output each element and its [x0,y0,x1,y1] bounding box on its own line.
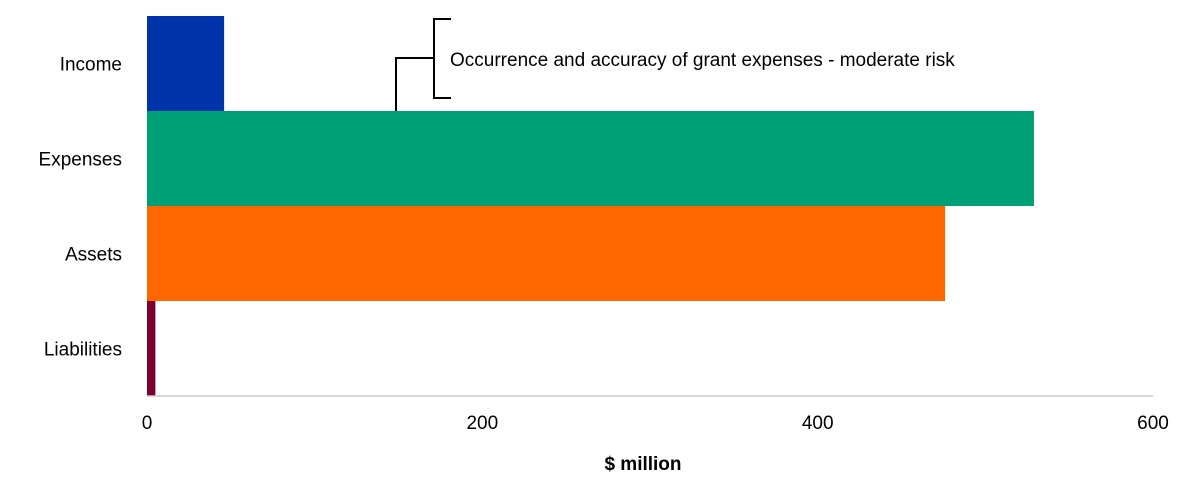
x-tick-label-400: 400 [802,413,834,434]
x-axis-label: $ million [604,454,681,475]
x-tick-label-0: 0 [142,413,153,434]
x-tick-labels: 0 200 400 600 [142,413,1169,434]
category-label-assets: Assets [65,245,122,266]
x-tick-label-200: 200 [466,413,498,434]
bar-liabilities [147,301,156,396]
annotation-bracket [395,18,451,111]
bar-assets [147,206,946,301]
bars-layer [147,16,1034,396]
bar-income [147,16,225,111]
annotation-layer: Occurrence and accuracy of grant expense… [395,18,955,111]
x-tick-label-600: 600 [1137,413,1169,434]
category-labels: Income Expenses Assets Liabilities [39,55,122,361]
category-label-income: Income [60,55,122,76]
category-label-liabilities: Liabilities [44,340,122,361]
annotation-text: Occurrence and accuracy of grant expense… [450,50,955,71]
bar-expenses [147,111,1034,206]
category-label-expenses: Expenses [39,150,122,171]
